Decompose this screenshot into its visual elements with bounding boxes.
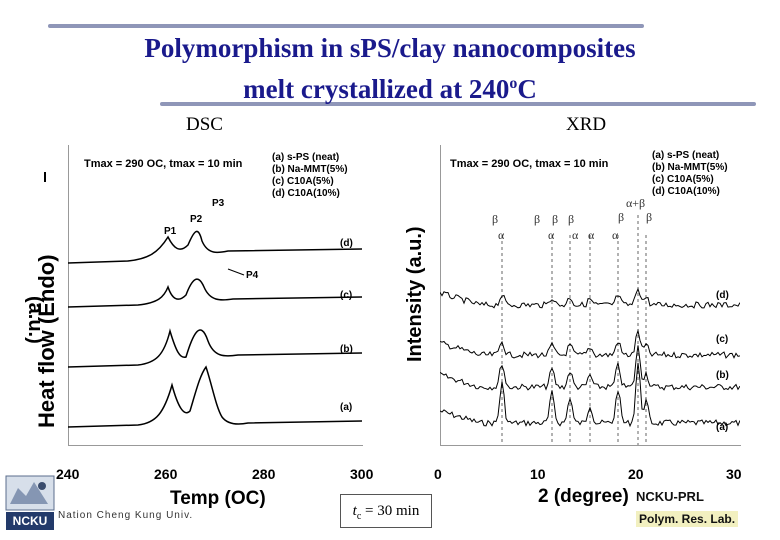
xrd-xtick-20: 20 [628, 466, 644, 482]
dsc-legend-c: (c) C10A(5%) [272, 176, 334, 187]
dsc-curve-b [68, 328, 362, 368]
dsc-tmax-note: Tmax = 290 OC, tmax = 10 min [84, 158, 243, 170]
xrd-curve-label-b: (b) [716, 370, 729, 381]
tc-box: tc = 30 min [340, 494, 432, 528]
dsc-xtick-240: 240 [56, 466, 80, 482]
dsc-peak-p2: P2 [190, 214, 203, 225]
xrd-alpha-2: α [548, 228, 555, 242]
dsc-curve-d [68, 230, 362, 264]
xrd-plot-area [440, 145, 741, 446]
xrd-xtick-0: 0 [434, 466, 442, 482]
xrd-curve-a [440, 362, 740, 428]
xrd-legend-a: (a) s-PS (neat) [652, 150, 720, 161]
dsc-section-label: DSC [186, 114, 223, 135]
dsc-xtick-260: 260 [154, 466, 178, 482]
dsc-legend-a: (a) s-PS (neat) [272, 152, 340, 163]
xrd-curve-d [440, 287, 740, 309]
dsc-curve-c [68, 278, 362, 308]
dsc-peak-p3: P3 [212, 198, 225, 209]
tc-prefix: t [352, 503, 357, 519]
xrd-curve-c [440, 328, 740, 359]
xrd-alpha-4: α [588, 228, 595, 242]
dsc-peak-p1: P1 [164, 226, 177, 237]
xrd-xtick-10: 10 [530, 466, 546, 482]
dsc-curve-a [68, 365, 362, 428]
xrd-beta-1: β [492, 212, 499, 226]
xrd-beta-2: β [534, 212, 541, 226]
xrd-legend-b: (b) Na-MMT(5%) [652, 162, 728, 173]
xrd-xlabel: 2 (degree) [538, 486, 629, 508]
xrd-legend-d: (d) C10A(10%) [652, 186, 720, 197]
xrd-xlabel-text: 2 (degree) [538, 486, 629, 507]
slide-title-line1: Polymorphism in sPS/clay nanocomposites [144, 33, 636, 63]
xrd-alpha-3: α [572, 228, 579, 242]
xrd-curve-b [440, 345, 740, 391]
dsc-curve-label-a: (a) [340, 402, 353, 413]
xrd-curve-label-a: (a) [716, 422, 729, 433]
xrd-curve-label-d: (d) [716, 290, 729, 301]
dsc-legend-d: (d) C10A(10%) [272, 188, 340, 199]
ncku-logo-text: NCKU [12, 514, 48, 528]
university-name: Nation Cheng Kung Univ. [58, 510, 194, 521]
dsc-peak-p4: P4 [246, 270, 259, 281]
degree-sup: o [509, 75, 518, 92]
xrd-beta-4: β [568, 212, 575, 226]
ncku-logo-icon [5, 475, 55, 530]
dsc-curves [68, 230, 362, 428]
dsc-curve-label-b: (b) [340, 344, 353, 355]
xrd-alpha-beta-label: α+β [626, 196, 646, 210]
dsc-curve-label-d: (d) [340, 238, 353, 249]
title-rule-bottom [160, 102, 756, 106]
dsc-xlabel: Temp (OC) [170, 488, 266, 509]
xrd-beta-5: β [618, 210, 625, 224]
tc-value: = 30 min [361, 503, 420, 519]
xrd-curve-label-c: (c) [716, 334, 729, 345]
title-rule-top [48, 24, 644, 28]
dsc-curve-label-c: (c) [340, 290, 353, 301]
lab-name: NCKU-PRL [636, 489, 704, 504]
tc-sub: c [356, 511, 362, 522]
slide-title-line2-text: melt crystallized at 240 [243, 74, 510, 104]
dsc-xtick-280: 280 [252, 466, 276, 482]
ncku-logo: NCKU [4, 474, 56, 532]
xrd-beta-3: β [552, 212, 559, 226]
slide-title-line2: melt crystallized at 240oC [0, 68, 780, 105]
xrd-xtick-30: 30 [726, 466, 742, 482]
xrd-section-label: XRD [566, 114, 607, 135]
dsc-plot-area [68, 145, 363, 446]
xrd-alpha-5: α [612, 228, 619, 242]
xrd-legend-c: (c) C10A(5%) [652, 174, 714, 185]
xrd-alpha-1: α [498, 228, 505, 242]
p4-arrow [227, 268, 245, 276]
dsc-xtick-300: 300 [350, 466, 374, 482]
slide-title-line2-end: C [517, 74, 537, 104]
lab-full-name: Polym. Res. Lab. [636, 511, 739, 527]
xrd-ylabel: Intensity (a.u.) [404, 226, 426, 362]
xrd-curves [440, 287, 740, 428]
xrd-tmax-note: Tmax = 290 OC, tmax = 10 min [450, 158, 609, 170]
dsc-ylabel-dash [44, 172, 46, 182]
dsc-ylabel-tail: (a.u.) [24, 296, 46, 344]
dsc-legend-b: (b) Na-MMT(5%) [272, 164, 348, 175]
xrd-beta-6: β [646, 210, 653, 224]
